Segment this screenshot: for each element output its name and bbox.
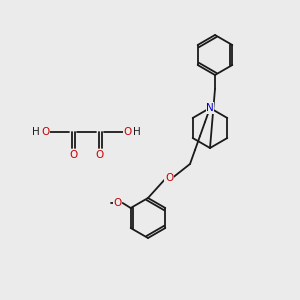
Text: O: O (114, 198, 122, 208)
Text: H: H (133, 127, 141, 137)
Text: H: H (32, 127, 40, 137)
Text: N: N (206, 103, 214, 113)
Text: O: O (41, 127, 49, 137)
Text: O: O (124, 127, 132, 137)
Text: O: O (69, 150, 77, 160)
Text: O: O (165, 173, 173, 183)
Text: O: O (96, 150, 104, 160)
